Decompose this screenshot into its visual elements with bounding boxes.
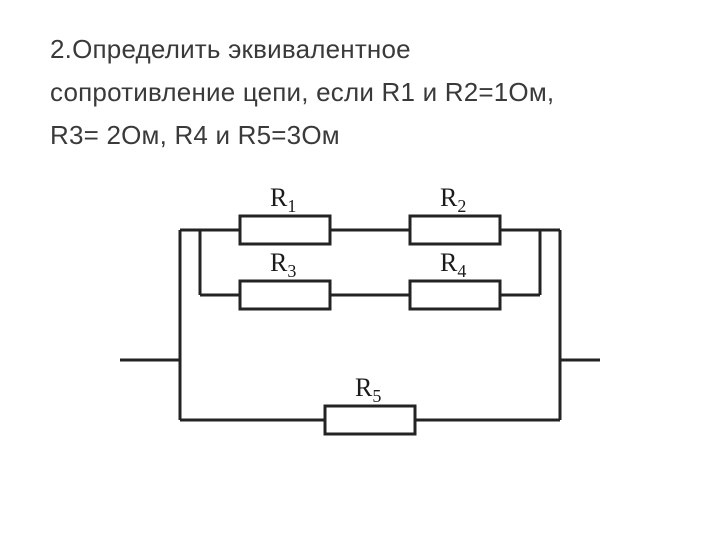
resistor-label: R1 bbox=[270, 183, 296, 216]
resistor-box bbox=[410, 281, 500, 309]
resistor-r1: R1 bbox=[240, 183, 330, 244]
circuit-diagram-container: R1 R2 R3 R4 R5 bbox=[0, 175, 720, 455]
circuit-diagram: R1 R2 R3 R4 R5 bbox=[100, 175, 620, 455]
resistor-label: R4 bbox=[440, 248, 466, 281]
resistor-box bbox=[410, 216, 500, 244]
resistor-box bbox=[240, 216, 330, 244]
problem-line-1: 2.Определить эквивалентное bbox=[50, 28, 670, 71]
problem-line-2: сопротивление цепи, если R1 и R2=1Ом, bbox=[50, 71, 670, 114]
resistor-label: R2 bbox=[440, 183, 466, 216]
resistor-r5: R5 bbox=[325, 373, 415, 434]
resistor-label: R5 bbox=[355, 373, 381, 406]
problem-text: 2.Определить эквивалентное сопротивление… bbox=[0, 0, 720, 157]
resistor-r2: R2 bbox=[410, 183, 500, 244]
resistor-r3: R3 bbox=[240, 248, 330, 309]
resistor-box bbox=[240, 281, 330, 309]
problem-line-3: R3= 2Ом, R4 и R5=3Ом bbox=[50, 114, 670, 157]
resistor-box bbox=[325, 406, 415, 434]
resistor-r4: R4 bbox=[410, 248, 500, 309]
resistor-label: R3 bbox=[270, 248, 296, 281]
